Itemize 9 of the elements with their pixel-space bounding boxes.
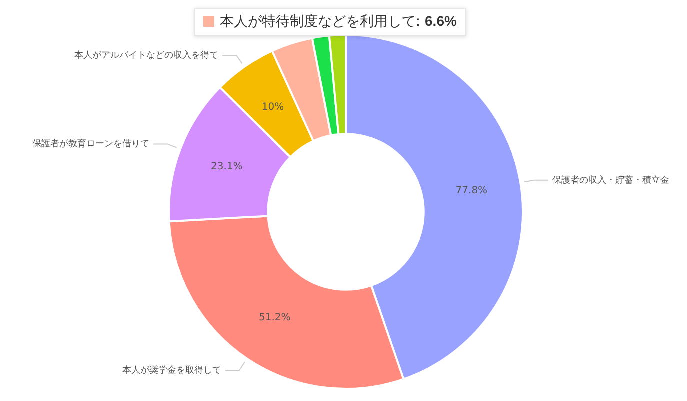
slice-label: 本人がアルバイトなどの収入を得て <box>74 50 219 61</box>
data-label: 51.2% <box>258 312 291 324</box>
slice-label: 保護者が教育ローンを借りて <box>32 138 150 150</box>
text: 本人が特待制度などを利用して: 6.6% <box>194 8 466 36</box>
slice-label: 保護者の収入・貯蓄・積立金 <box>552 174 670 186</box>
slice-label: 本人が奨学金を取得して <box>122 364 222 376</box>
data-label: 23.1% <box>210 161 243 172</box>
data-label: 10% <box>262 102 284 114</box>
data-label: 77.8% <box>456 186 488 197</box>
